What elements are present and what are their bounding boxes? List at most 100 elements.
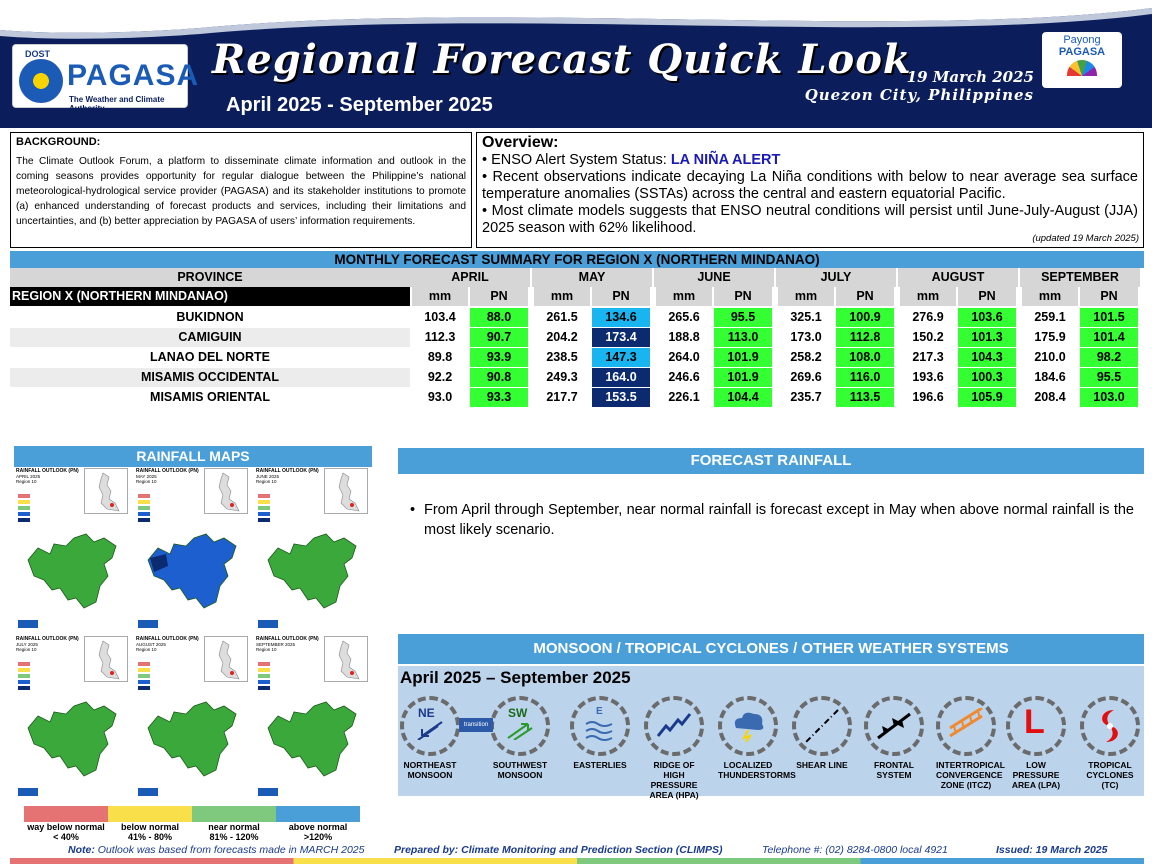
pn-value: 164.0 xyxy=(592,368,650,387)
mm-value: 188.8 xyxy=(668,330,700,344)
region-x-map xyxy=(264,524,364,619)
mm-value: 258.2 xyxy=(790,350,822,364)
rainfall-category-swatch xyxy=(24,806,108,822)
table-subheader-row: REGION X (NORTHERN MINDANAO) mm PN mm PN mm PN… xyxy=(10,287,1144,306)
map-region: Region 10 xyxy=(16,647,37,652)
mm-value: 226.1 xyxy=(668,390,700,404)
category-range: 81% - 120% xyxy=(209,832,259,842)
pagasa-mini-logo xyxy=(18,620,38,628)
overview-item-text: Most climate models suggests that ENSO n… xyxy=(482,203,1138,236)
pn-value: 95.5 xyxy=(714,308,772,327)
rainfall-map-tile: RAINFALL OUTLOOK (PN) SEPTEMBER 2025 Regio… xyxy=(254,636,370,800)
pn-value: 173.4 xyxy=(592,328,650,347)
rainfall-category-swatch xyxy=(108,806,192,822)
province-name: LANAO DEL NORTE xyxy=(150,350,270,364)
rainfall-category-label: near normal 81% - 120% xyxy=(192,822,276,842)
overview-title: Overview: xyxy=(482,134,559,151)
map-title: RAINFALL OUTLOOK (PN) xyxy=(16,636,79,642)
pn-value: 103.0 xyxy=(1080,388,1138,407)
province-name: BUKIDNON xyxy=(176,310,244,324)
pn-value: 147.3 xyxy=(592,348,650,367)
pn-value: 95.5 xyxy=(1080,368,1138,387)
weather-system-label: FRONTAL SYSTEM xyxy=(874,760,914,780)
agency-tagline: The Weather and Climate Authority xyxy=(69,95,165,113)
mm-header: mm xyxy=(534,287,590,306)
rainfall-category-swatch xyxy=(276,806,360,822)
page-title: Regional Forecast Quick Look xyxy=(212,36,912,83)
mm-header: mm xyxy=(1022,287,1078,306)
pn-header: PN xyxy=(836,287,894,306)
map-title: RAINFALL OUTLOOK (PN) xyxy=(136,468,199,474)
province-name: MISAMIS ORIENTAL xyxy=(150,390,270,404)
mm-value: 325.1 xyxy=(790,310,822,324)
forecast-rainfall-title: FORECAST RAINFALL xyxy=(398,448,1144,474)
rainfall-category-label: below normal 41% - 80% xyxy=(108,822,192,842)
rainfall-maps-title: RAINFALL MAPS xyxy=(14,446,372,467)
header-wave xyxy=(0,0,1152,39)
table-row: CAMIGUIN 112.3 90.7 204.2 173.4 188.8 113.0 173… xyxy=(10,328,1144,347)
pagasa-mini-logo xyxy=(138,620,158,628)
mm-value: 89.8 xyxy=(427,350,453,364)
lpa-icon: L xyxy=(1006,696,1066,756)
mm-value: 246.6 xyxy=(668,370,700,384)
mm-value: 217.3 xyxy=(912,350,944,364)
weather-system-item: NE NORTHEAST MONSOON xyxy=(400,696,460,780)
mm-header: mm xyxy=(656,287,712,306)
rainfall-map-tile: RAINFALL OUTLOOK (PN) JULY 2025 Region 10 xyxy=(14,636,130,800)
table-row: MISAMIS ORIENTAL 93.0 93.3 217.7 153.5 226.1 1… xyxy=(10,388,1144,407)
payong-pagasa-label: PAGASA xyxy=(1058,46,1106,58)
weather-system-item: SHEAR LINE xyxy=(792,696,852,770)
category-range: < 40% xyxy=(53,832,79,842)
mm-value: 249.3 xyxy=(546,370,578,384)
map-month: SEPTEMBER 2025 xyxy=(256,642,296,647)
mm-value: 210.0 xyxy=(1034,350,1066,364)
pn-value: 93.3 xyxy=(470,388,528,407)
footer-note-label: Note: xyxy=(68,844,95,856)
northeast-monsoon-icon: NE xyxy=(400,696,460,756)
map-title: RAINFALL OUTLOOK (PN) xyxy=(16,468,79,474)
pn-value: 104.4 xyxy=(714,388,772,407)
mm-value: 150.2 xyxy=(912,330,944,344)
pagasa-mini-logo xyxy=(258,788,278,796)
pn-value: 112.8 xyxy=(836,328,894,347)
category-range: >120% xyxy=(303,832,333,842)
pn-value: 100.9 xyxy=(836,308,894,327)
weather-system-label: NORTHEAST MONSOON xyxy=(403,760,457,780)
weather-system-item: RIDGE OF HIGH PRESSURE AREA (HPA) xyxy=(644,696,704,800)
forecast-period: April 2025 - September 2025 xyxy=(226,94,493,116)
locator-map xyxy=(204,468,248,514)
region-x-map xyxy=(144,692,244,787)
map-title: RAINFALL OUTLOOK (PN) xyxy=(256,468,319,474)
pagasa-seal-icon xyxy=(19,59,63,103)
pn-header: PN xyxy=(470,287,528,306)
weather-system-glyph: L xyxy=(1024,703,1045,741)
month-header: JUNE xyxy=(654,268,774,287)
pn-value: 104.3 xyxy=(958,348,1016,367)
weather-system-item: TROPICAL CYCLONES (TC) xyxy=(1080,696,1140,790)
weather-system-label: SOUTHWEST MONSOON xyxy=(492,760,548,780)
mm-value: 92.2 xyxy=(427,370,453,384)
table-row: LANAO DEL NORTE 89.8 93.9 238.5 147.3 264.0 10… xyxy=(10,348,1144,367)
weather-system-label: INTERTROPICAL CONVERGENCE ZONE (ITCZ) xyxy=(936,760,1005,790)
weather-system-label: RIDGE OF HIGH PRESSURE AREA (HPA) xyxy=(649,760,699,800)
weather-system-label: SHEAR LINE xyxy=(796,760,848,770)
region-x-map xyxy=(24,524,124,619)
pn-value: 113.0 xyxy=(714,328,772,347)
mm-value: 103.4 xyxy=(424,310,456,324)
mm-value: 265.6 xyxy=(668,310,700,324)
province-name: CAMIGUIN xyxy=(10,328,410,347)
map-region: Region 10 xyxy=(256,479,277,484)
bullet-icon: • xyxy=(410,502,416,518)
itcz-icon xyxy=(936,696,996,756)
map-legend xyxy=(138,494,176,524)
mm-value: 208.4 xyxy=(1034,390,1066,404)
frontal-system-icon xyxy=(864,696,924,756)
pn-value: 90.7 xyxy=(470,328,528,347)
dost-label: DOST xyxy=(25,49,51,59)
weather-system-glyph: E xyxy=(596,706,603,717)
locator-map xyxy=(324,636,368,682)
pn-value: 153.5 xyxy=(592,388,650,407)
overview-panel: Overview: • ENSO Alert System Status: LA… xyxy=(476,132,1144,248)
mm-value: 204.2 xyxy=(546,330,578,344)
month-header: APRIL xyxy=(410,268,530,287)
